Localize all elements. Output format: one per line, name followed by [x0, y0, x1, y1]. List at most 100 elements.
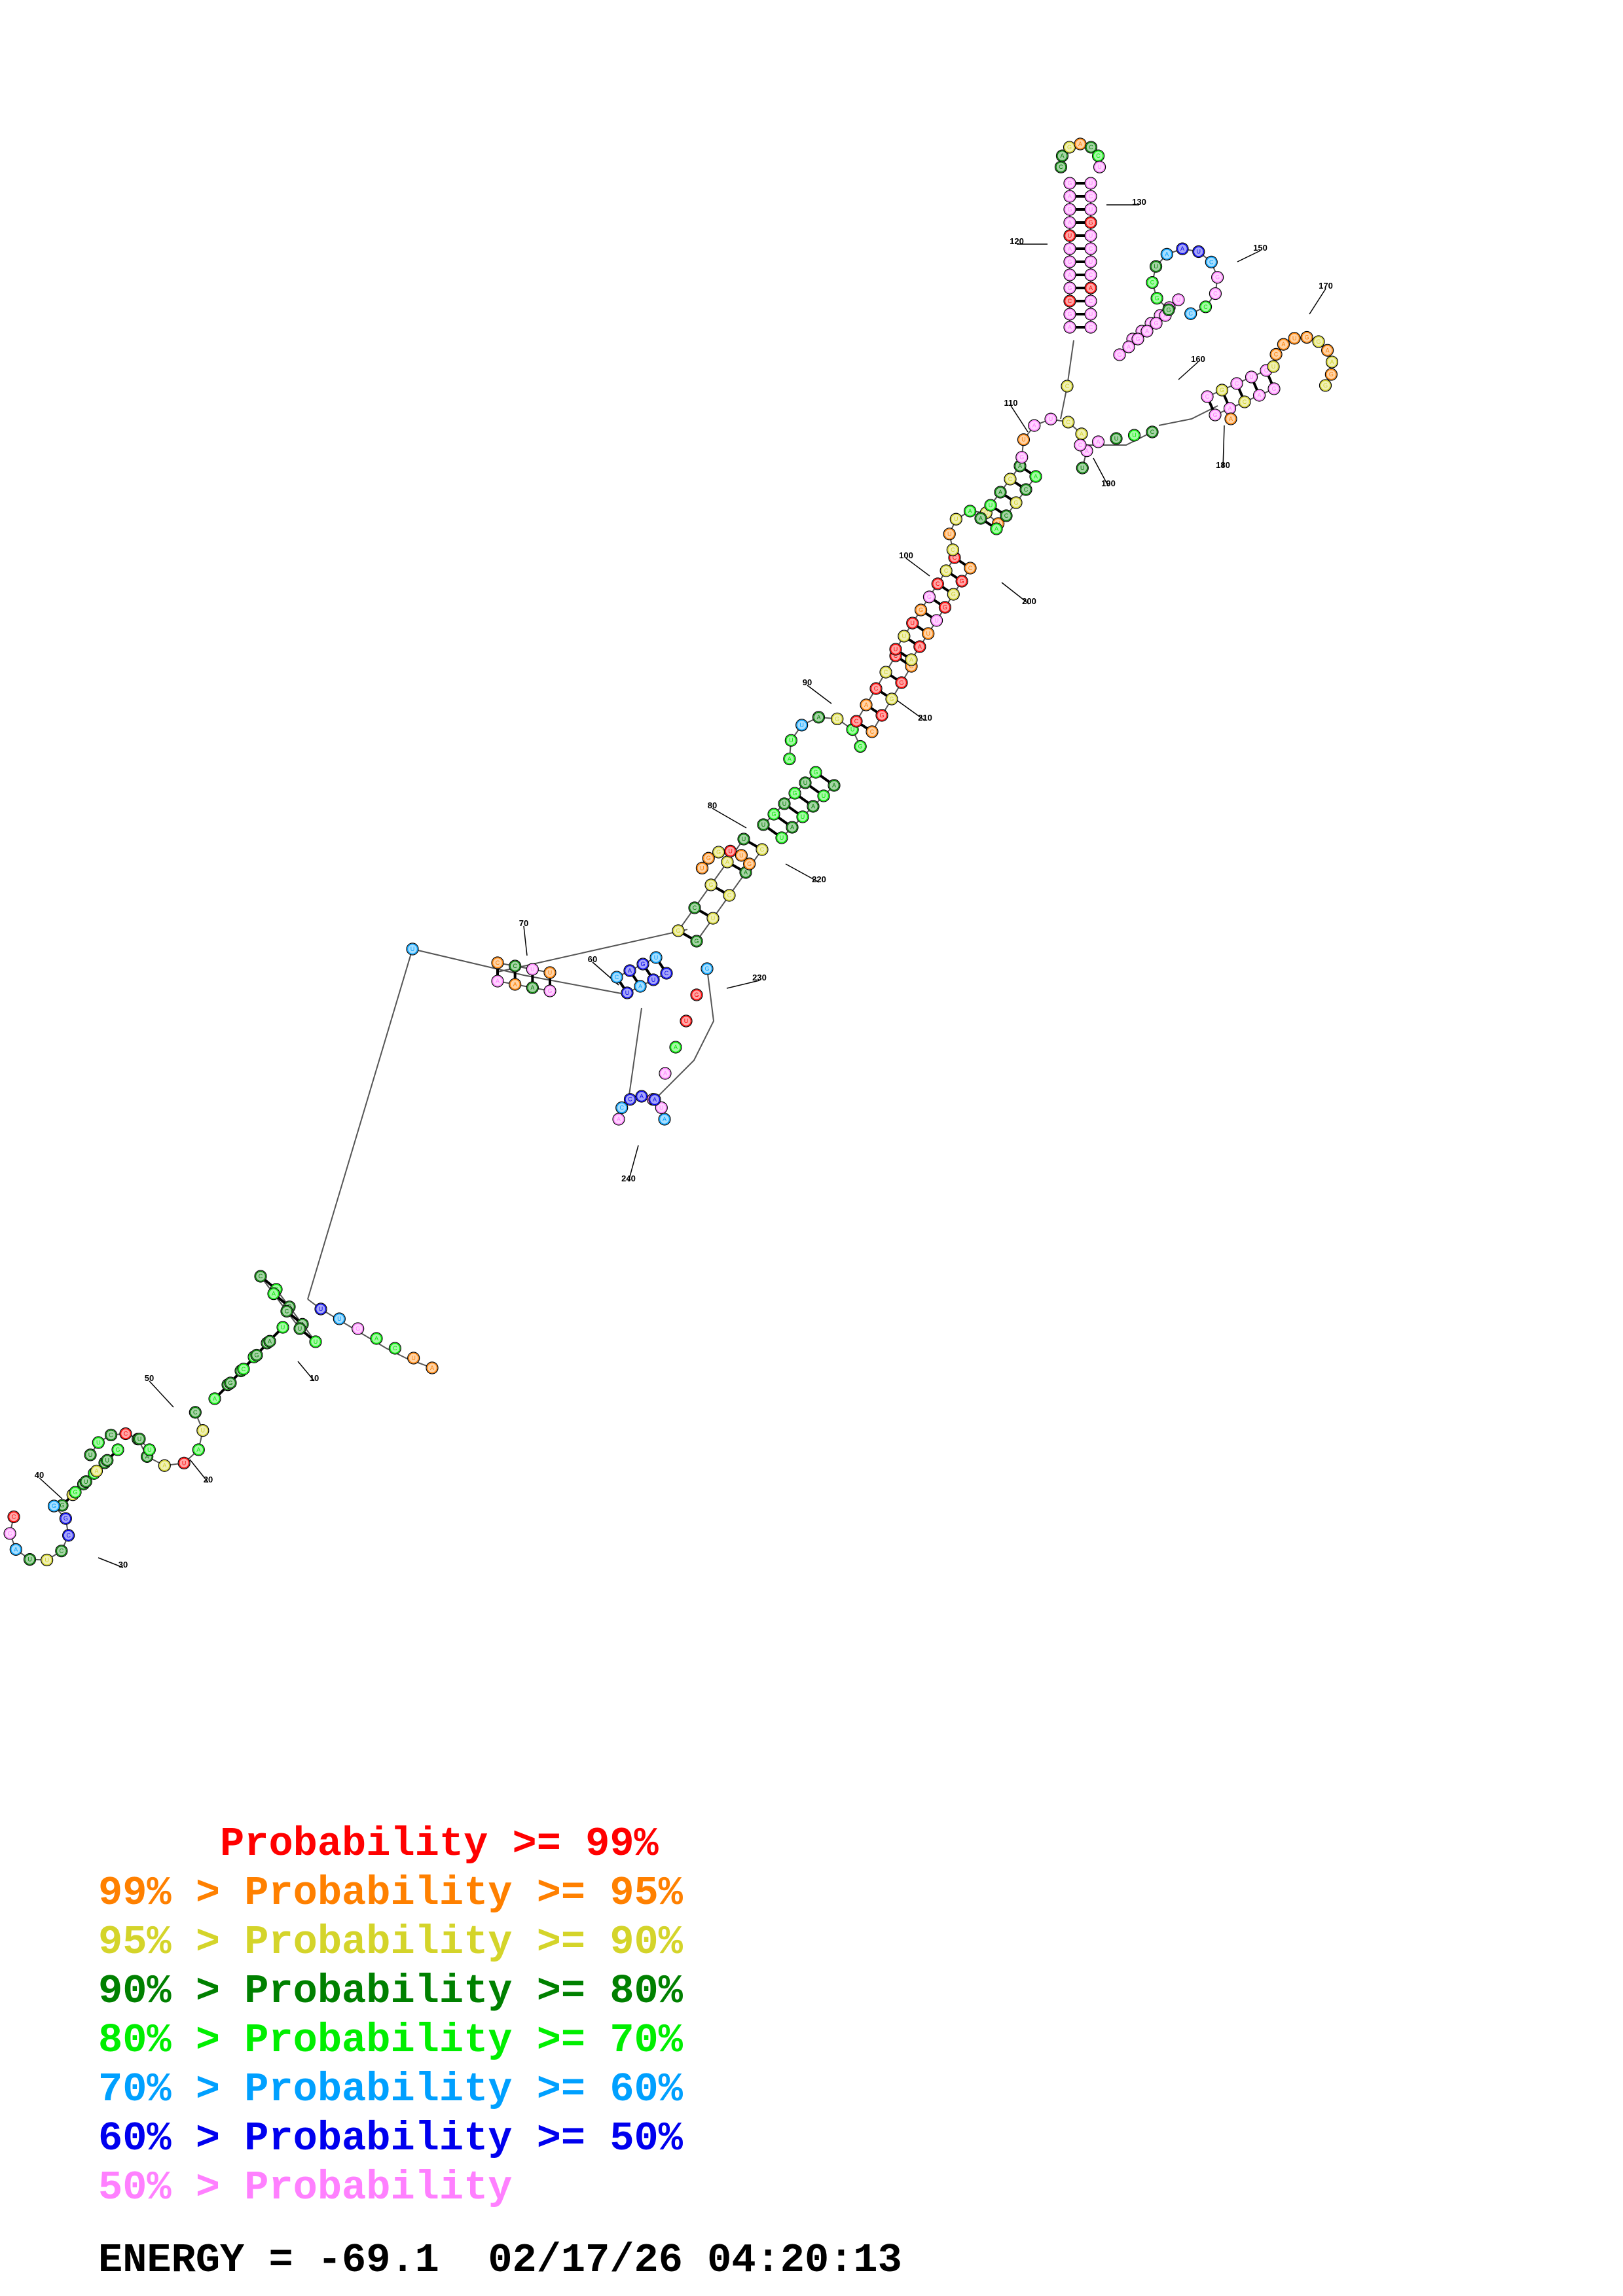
- svg-text:A: A: [1165, 251, 1169, 257]
- nucleotide: A: [913, 640, 926, 653]
- svg-text:C: C: [60, 1548, 64, 1554]
- nucleotide: C: [939, 564, 953, 577]
- legend-line-6: 70% > Probability >= 60%: [98, 2066, 683, 2113]
- svg-text:A: A: [663, 1070, 667, 1077]
- svg-text:A: A: [663, 1116, 666, 1122]
- nucleotide: G: [1215, 384, 1229, 397]
- svg-text:A: A: [1068, 245, 1072, 252]
- nucleotide: C: [254, 1270, 267, 1283]
- svg-text:U: U: [1176, 296, 1181, 303]
- nucleotide: U: [196, 1424, 210, 1437]
- svg-text:U: U: [1249, 374, 1254, 380]
- nucleotide: A: [974, 512, 987, 525]
- nucleotide: U: [1017, 433, 1030, 446]
- svg-text:G: G: [1067, 180, 1072, 187]
- nucleotide: U: [1288, 332, 1301, 345]
- nucleotide: A: [658, 1113, 671, 1126]
- base-pairs: [61, 182, 1275, 1507]
- svg-text:G: G: [704, 965, 709, 972]
- position-label: 180: [1216, 460, 1230, 470]
- svg-text:C: C: [1203, 304, 1208, 310]
- svg-text:A: A: [496, 978, 500, 984]
- svg-text:U: U: [1097, 164, 1102, 170]
- nucleotide: U: [775, 831, 788, 844]
- nucleotide: G: [701, 962, 714, 975]
- nucleotide: G: [1267, 382, 1281, 395]
- svg-text:G: G: [889, 696, 894, 702]
- nucleotide: C: [1000, 509, 1013, 522]
- nucleotide: U: [406, 942, 419, 956]
- svg-text:G: G: [879, 712, 884, 719]
- svg-text:U: U: [281, 1324, 285, 1331]
- position-label: 150: [1253, 243, 1267, 253]
- svg-text:C: C: [193, 1409, 198, 1416]
- nucleotide: C: [1084, 268, 1097, 281]
- svg-text:A: A: [628, 967, 632, 974]
- svg-text:G: G: [716, 849, 721, 855]
- position-label: 20: [204, 1475, 213, 1484]
- nucleotide: C: [1084, 242, 1097, 255]
- svg-text:U: U: [947, 531, 952, 537]
- svg-text:U: U: [337, 1316, 342, 1322]
- legend-line-4: 90% > Probability >= 80%: [98, 1968, 683, 2015]
- svg-text:U: U: [742, 836, 746, 842]
- svg-text:A: A: [725, 859, 729, 865]
- svg-text:C: C: [909, 663, 914, 670]
- nucleotide: U: [695, 861, 709, 874]
- svg-text:A: A: [1080, 431, 1084, 437]
- svg-text:C: C: [8, 1530, 12, 1537]
- nucleotide: A: [964, 505, 977, 518]
- svg-text:U: U: [319, 1306, 323, 1312]
- nucleotide: C: [964, 562, 977, 575]
- svg-text:C: C: [1078, 442, 1083, 448]
- svg-text:G: G: [835, 715, 839, 722]
- nucleotide: A: [1055, 149, 1069, 162]
- svg-text:C: C: [242, 1366, 246, 1372]
- nucleotide: G: [636, 958, 649, 971]
- nucleotide: A: [786, 821, 799, 834]
- svg-text:C: C: [1264, 367, 1269, 374]
- nucleotide: U: [1192, 245, 1205, 259]
- nucleotide: C: [615, 1101, 629, 1115]
- nucleotide: C: [491, 956, 504, 969]
- svg-text:A: A: [1229, 416, 1233, 422]
- nucleotide: C: [1199, 300, 1213, 314]
- nucleotide: C: [948, 551, 961, 564]
- nucleotide: U: [680, 1014, 693, 1028]
- svg-text:U: U: [27, 1556, 32, 1563]
- nucleotide: U: [177, 1456, 191, 1469]
- nucleotide: A: [1325, 355, 1339, 368]
- position-label: 70: [519, 918, 528, 928]
- nucleotide: U: [737, 833, 750, 846]
- svg-text:C: C: [109, 1431, 113, 1438]
- nucleotide: U: [1063, 229, 1076, 242]
- svg-text:A: A: [162, 1462, 166, 1469]
- nucleotide: A: [623, 964, 636, 977]
- svg-text:C: C: [1205, 393, 1210, 400]
- nucleotide: G: [224, 1376, 237, 1390]
- nucleotide: A: [267, 1287, 280, 1300]
- nucleotide: G: [831, 712, 844, 725]
- svg-text:A: A: [1127, 344, 1131, 350]
- nucleotide: U: [1267, 360, 1280, 373]
- nucleotide: U: [543, 966, 556, 979]
- nucleotide: G: [59, 1512, 72, 1525]
- nucleotide: C: [623, 1093, 637, 1106]
- svg-text:C: C: [615, 974, 619, 980]
- svg-text:U: U: [410, 946, 415, 952]
- svg-text:C: C: [1089, 144, 1093, 151]
- nucleotide: U: [943, 528, 956, 541]
- svg-text:G: G: [792, 790, 797, 797]
- nucleotide: G: [1312, 335, 1325, 348]
- svg-text:G: G: [64, 1515, 68, 1522]
- svg-text:A: A: [1326, 347, 1330, 353]
- svg-text:C: C: [1089, 245, 1093, 252]
- nucleotide: C: [1205, 255, 1218, 268]
- svg-text:A: A: [640, 1093, 644, 1100]
- svg-text:C: C: [124, 1430, 128, 1437]
- svg-text:G: G: [1316, 338, 1321, 345]
- svg-text:C: C: [874, 685, 879, 692]
- svg-text:A: A: [1163, 312, 1167, 319]
- svg-text:G: G: [747, 861, 752, 867]
- nucleotide: G: [1063, 177, 1076, 190]
